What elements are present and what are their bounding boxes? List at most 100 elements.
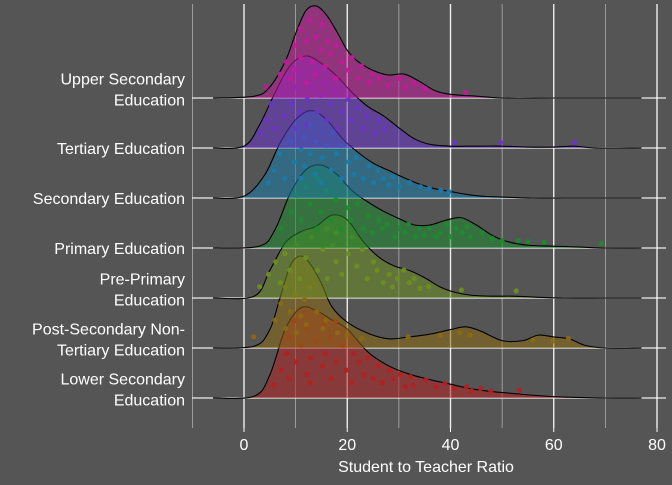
data-point <box>530 337 536 343</box>
data-point <box>412 234 419 240</box>
axis-layer: 0 20 40 60 80 <box>240 428 666 454</box>
data-point <box>277 151 283 157</box>
data-point <box>262 117 269 123</box>
data-point <box>363 113 370 119</box>
data-point <box>291 159 297 165</box>
data-point <box>370 259 377 265</box>
data-point <box>322 63 328 69</box>
y-tick-label: Education <box>114 293 185 310</box>
data-point <box>348 217 354 223</box>
data-point <box>265 179 271 186</box>
data-point <box>281 175 288 182</box>
data-point <box>344 332 350 338</box>
data-point <box>354 263 360 269</box>
data-point <box>463 384 470 390</box>
data-point <box>303 121 309 127</box>
data-point <box>320 246 326 253</box>
data-point <box>282 251 288 257</box>
data-point <box>379 379 386 386</box>
data-point <box>298 175 304 182</box>
data-point <box>314 267 321 273</box>
data-point <box>293 359 300 365</box>
data-point <box>489 235 495 241</box>
data-point <box>319 155 325 161</box>
data-point <box>451 385 458 391</box>
data-point <box>345 205 351 211</box>
data-point <box>297 109 303 115</box>
data-point <box>369 229 376 236</box>
data-point <box>358 335 365 341</box>
data-point <box>257 129 264 136</box>
data-point <box>374 267 380 273</box>
data-point <box>467 332 473 338</box>
data-point <box>397 371 403 377</box>
data-point <box>358 63 364 69</box>
data-point <box>405 334 411 340</box>
data-point <box>366 163 372 169</box>
data-point <box>328 167 334 173</box>
data-point <box>278 367 284 373</box>
data-point <box>385 82 391 88</box>
data-point <box>541 239 547 246</box>
data-point <box>379 225 385 232</box>
x-tick-label: 20 <box>338 437 356 454</box>
data-point <box>333 151 340 157</box>
data-point <box>271 167 277 173</box>
data-point <box>416 225 423 232</box>
data-point <box>381 125 387 132</box>
data-point <box>411 275 417 282</box>
data-point <box>333 75 339 82</box>
data-point <box>360 125 366 132</box>
data-point <box>307 151 313 157</box>
data-point <box>319 363 325 369</box>
data-point <box>410 382 416 388</box>
data-point <box>396 184 402 190</box>
data-point <box>478 385 484 391</box>
data-point <box>265 271 272 277</box>
data-point <box>303 79 310 86</box>
data-point <box>288 209 294 215</box>
data-point <box>318 209 324 215</box>
data-point <box>464 224 470 230</box>
data-point <box>298 313 304 319</box>
data-point <box>287 309 293 315</box>
data-point <box>426 185 432 191</box>
data-point <box>338 175 345 182</box>
data-point <box>443 221 450 227</box>
data-point <box>318 46 324 53</box>
data-point <box>286 375 292 382</box>
x-axis-title: Student to Teacher Ratio <box>338 459 514 476</box>
data-point <box>353 155 359 161</box>
data-point <box>345 67 351 73</box>
data-point <box>407 179 413 186</box>
data-point <box>402 84 409 90</box>
data-point <box>365 213 372 219</box>
data-point <box>396 225 402 232</box>
y-tick-label: Lower Secondary <box>60 372 185 389</box>
data-point <box>402 384 408 390</box>
data-point <box>442 380 448 387</box>
data-point <box>375 167 381 173</box>
y-tick-label: Education <box>114 393 185 410</box>
data-point <box>390 375 396 382</box>
data-point <box>390 174 396 180</box>
data-point <box>488 388 494 394</box>
data-point <box>438 187 444 193</box>
data-point <box>359 246 365 253</box>
data-point <box>323 317 329 323</box>
data-point <box>345 251 351 257</box>
data-point <box>308 355 314 361</box>
data-point <box>298 146 304 153</box>
data-point <box>339 59 345 65</box>
data-point <box>334 329 340 336</box>
data-point <box>361 371 367 377</box>
data-point <box>394 275 401 282</box>
data-point <box>446 189 452 195</box>
data-point <box>292 42 298 48</box>
data-point <box>550 338 556 344</box>
data-point <box>386 271 392 277</box>
data-point <box>437 229 444 236</box>
data-point <box>515 238 521 244</box>
data-point <box>298 55 304 61</box>
